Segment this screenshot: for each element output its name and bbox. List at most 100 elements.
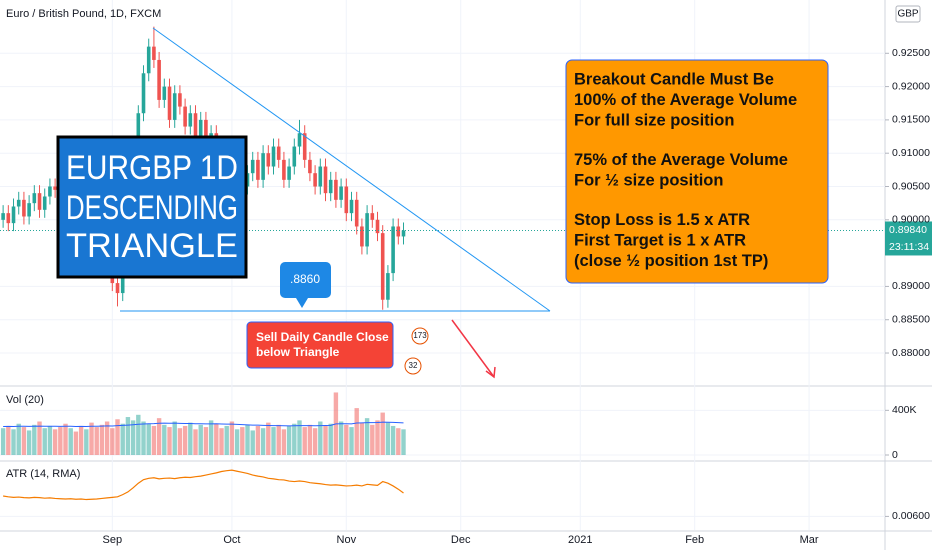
- volume-bar: [208, 420, 214, 455]
- candle-body: [344, 186, 349, 214]
- candle-body: [167, 86, 172, 120]
- volume-bar: [302, 427, 307, 455]
- atr-line: [3, 469, 404, 501]
- candle-body: [401, 230, 406, 237]
- candle-body: [178, 93, 182, 107]
- y-tick-label: 0.88500: [892, 314, 930, 326]
- sell-note: Sell Daily Candle Close: [256, 330, 389, 344]
- candle-body: [292, 146, 297, 167]
- badge-icon: [411, 327, 429, 345]
- candle-body: [27, 203, 31, 217]
- last-price-label: 0.89840: [889, 224, 927, 236]
- candle-body: [172, 93, 177, 120]
- volume-bar: [110, 428, 115, 455]
- volume-bar: [359, 422, 365, 455]
- volume-bar: [6, 425, 11, 455]
- volume-bar: [136, 414, 141, 455]
- currency-box: [895, 5, 921, 23]
- candle-body: [256, 159, 260, 180]
- candle-body: [323, 166, 328, 194]
- volume-bar: [182, 425, 188, 455]
- x-tick-label: Sep: [103, 534, 123, 546]
- y-tick-label: 400K: [892, 404, 917, 416]
- candle-body: [360, 226, 364, 247]
- volume-bar: [396, 428, 401, 455]
- arrow: [451, 319, 495, 378]
- candle-body: [271, 146, 276, 167]
- candle-body: [282, 159, 286, 180]
- y-tick-label: 0.89000: [892, 280, 930, 292]
- pane-title: ATR (14, RMA): [6, 468, 80, 480]
- volume-bar: [141, 421, 146, 455]
- candle-body: [308, 159, 312, 174]
- candle-body: [261, 153, 265, 180]
- volume-bar: [370, 424, 375, 455]
- volume-bar: [354, 408, 359, 455]
- y-tick-label: 0.91500: [892, 114, 930, 126]
- volume-bar: [120, 423, 125, 455]
- candle-body: [313, 173, 317, 187]
- volume-bar: [16, 423, 21, 455]
- volume-bar: [188, 422, 193, 455]
- volume-bar: [214, 423, 219, 455]
- volume-bar: [84, 429, 89, 455]
- volume-bar: [21, 427, 27, 455]
- volume-bar: [385, 422, 391, 455]
- candle-body: [193, 113, 198, 140]
- candle-body: [188, 113, 193, 127]
- volume-bar: [338, 421, 344, 455]
- rules-text: 75% of the Average Volume: [574, 151, 788, 169]
- x-tick-label: Oct: [223, 534, 240, 546]
- volume-bar: [68, 428, 73, 455]
- candle-body: [287, 166, 291, 180]
- candle-body: [22, 199, 26, 217]
- volume-bar: [328, 423, 333, 455]
- volume-bar: [104, 421, 110, 455]
- volume-bar: [323, 425, 328, 455]
- volume-bar: [245, 424, 250, 455]
- x-tick-label: Feb: [685, 534, 704, 546]
- trendline: [152, 27, 551, 312]
- candle-body: [183, 106, 187, 127]
- candle-body: [266, 153, 271, 167]
- volume-bar: [89, 422, 94, 455]
- volume-bar: [292, 423, 297, 455]
- badge-icon: [404, 357, 422, 375]
- volume-bar: [271, 427, 276, 455]
- candle-body: [380, 233, 385, 300]
- volume-bar: [172, 421, 177, 455]
- candle-body: [334, 179, 338, 200]
- candle-body: [396, 226, 401, 237]
- y-tick-label: 0: [892, 449, 898, 461]
- volume-bar: [375, 420, 380, 455]
- candle-body: [6, 213, 11, 224]
- volume-bar: [193, 429, 198, 455]
- volume-bar: [63, 423, 68, 455]
- candle-body: [245, 173, 250, 187]
- volume-bar: [73, 431, 79, 455]
- pattern-label: TRIANGLE: [66, 227, 238, 265]
- candle-body: [318, 166, 323, 187]
- candle-body: [204, 119, 208, 147]
- badge-label: 32: [409, 361, 418, 370]
- badge-label: 173: [413, 331, 427, 340]
- x-tick-label: Nov: [337, 534, 357, 546]
- candle-body: [1, 213, 5, 220]
- y-tick-label: 0.90000: [892, 214, 930, 226]
- candle-body: [53, 186, 57, 190]
- volume-bar: [364, 418, 370, 455]
- candle-body: [386, 273, 390, 300]
- x-tick-label: 2021: [568, 534, 592, 546]
- pattern-label: EURGBP 1D: [66, 149, 238, 187]
- volume-bar: [37, 421, 42, 455]
- candle-body: [48, 186, 52, 197]
- volume-bar: [130, 420, 136, 455]
- volume-bar: [266, 422, 271, 455]
- rules-text: Stop Loss is 1.5 x ATR: [574, 211, 750, 229]
- volume-bar: [255, 425, 261, 455]
- y-tick-label: 0.90500: [892, 180, 930, 192]
- volume-bar: [281, 429, 287, 455]
- candle-body: [162, 86, 167, 100]
- sell-note-box: [246, 321, 394, 369]
- volume-bar: [250, 430, 255, 455]
